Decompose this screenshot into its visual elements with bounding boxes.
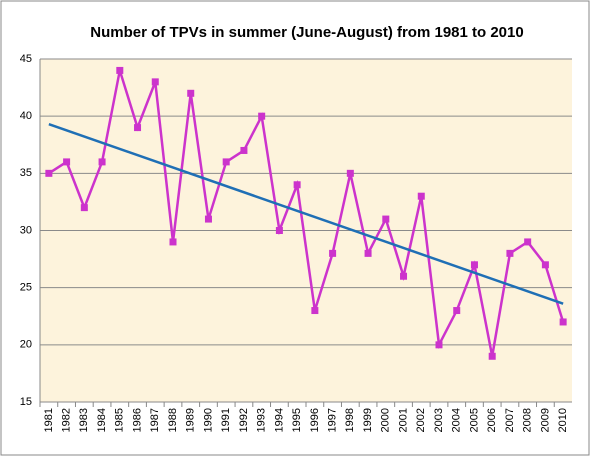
data-point [346,169,354,177]
chart-title: Number of TPVs in summer (June-August) f… [90,24,523,41]
y-tick-label: 20 [20,339,32,351]
y-tick-label: 45 [20,53,32,65]
data-point [63,158,71,166]
x-tick-label: 1999 [362,408,374,432]
x-tick-label: 1990 [202,408,214,432]
x-tick-label: 2003 [433,408,445,432]
x-tick-label: 1984 [96,408,108,432]
y-tick-label: 15 [20,396,32,408]
data-point [470,261,478,269]
x-tick-label: 2009 [539,408,551,432]
data-point [169,238,177,246]
data-point [222,158,230,166]
x-tick-label: 1997 [327,408,339,432]
data-point [541,261,549,269]
x-tick-label: 1982 [61,408,73,432]
x-tick-label: 1994 [273,408,285,432]
x-tick-label: 2002 [415,408,427,432]
x-tick-label: 1983 [78,408,90,432]
y-tick-label: 40 [20,110,32,122]
x-tick-label: 1989 [185,408,197,432]
x-tick-label: 1987 [149,408,161,432]
x-tick-label: 2010 [557,408,569,432]
y-tick-label: 35 [20,167,32,179]
x-tick-label: 1996 [309,408,321,432]
x-tick-label: 2008 [522,408,534,432]
data-point [400,272,408,280]
data-point [258,112,266,120]
x-tick-label: 1991 [220,408,232,432]
data-point [435,341,443,349]
data-point [116,66,124,74]
x-tick-label: 2005 [468,408,480,432]
x-tick-label: 2004 [451,408,463,432]
data-point [151,78,159,86]
data-line [48,70,565,357]
data-point [453,307,461,315]
y-tick-label: 30 [20,224,32,236]
data-point [80,204,88,212]
x-tick-label: 1985 [114,408,126,432]
trend-line [48,122,564,305]
data-point [204,215,212,223]
data-point [134,124,142,132]
x-tick-label: 2000 [380,408,392,432]
x-tick-label: 1995 [291,408,303,432]
data-point [506,249,514,257]
x-tick-label: 1993 [256,408,268,432]
x-tick-label: 2001 [397,408,409,432]
data-point [293,181,301,189]
x-tick-label: 1986 [131,408,143,432]
data-point [524,238,532,246]
x-tick-label: 2007 [504,408,516,432]
x-tick-label: 1992 [238,408,250,432]
x-tick-label: 1988 [167,408,179,432]
y-tick-label: 25 [20,282,32,294]
data-point [311,307,319,315]
data-point [45,169,53,177]
x-tick-label: 1998 [344,408,356,432]
data-point [417,192,425,200]
x-tick-label: 2006 [486,408,498,432]
data-point [382,215,390,223]
data-point [364,249,372,257]
data-point [240,146,248,154]
data-point [275,227,283,234]
data-point [329,249,337,257]
data-point [98,158,106,166]
x-tick-label: 1981 [43,408,55,432]
data-point [187,89,195,97]
data-point [559,318,567,326]
data-point [488,352,496,360]
